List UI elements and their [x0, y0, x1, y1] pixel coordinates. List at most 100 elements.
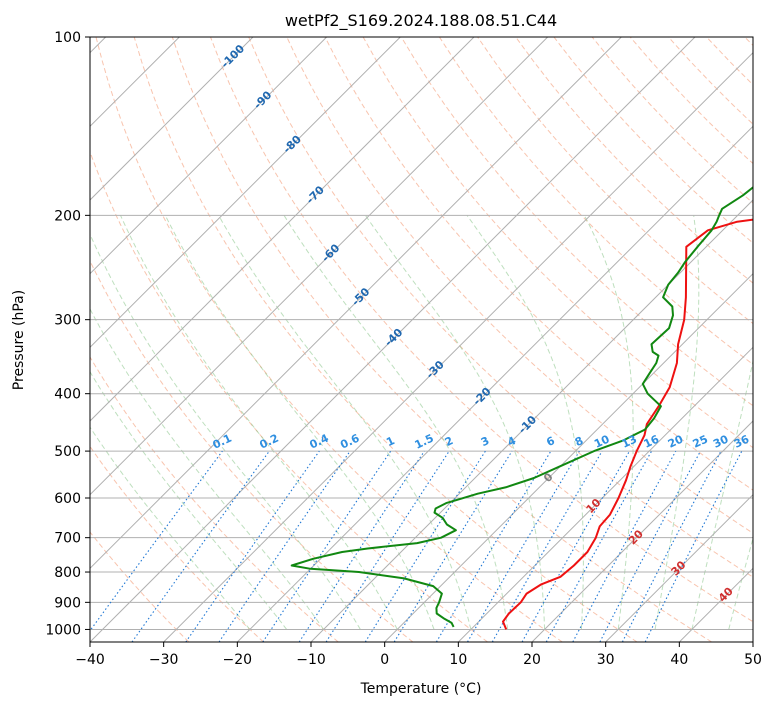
moist-adiabat-label: 10	[584, 496, 604, 516]
y-axis-ticks: 1000 900 800 700 600 500 400 300 200 100	[45, 30, 90, 638]
x-tick-label: −10	[296, 652, 326, 668]
mixing-ratio-label: 2	[443, 434, 455, 449]
mixing-ratio-label: 16	[642, 432, 662, 450]
dry-adiabat-line	[324, 37, 753, 491]
mixing-ratio-label: 0.4	[308, 431, 331, 451]
y-tick-label: 100	[54, 30, 81, 46]
mixing-ratio-line	[621, 450, 722, 642]
isotherm-line	[310, 199, 753, 642]
x-tick-label: 50	[744, 652, 762, 668]
mixing-ratio-label: 0.1	[211, 432, 234, 452]
mixing-ratio-line	[218, 450, 351, 642]
mixing-ratio-label: 0.6	[338, 431, 361, 451]
dry-adiabat-line	[668, 37, 753, 125]
mixing-ratio-line	[599, 450, 701, 642]
isotherm-line	[605, 493, 753, 642]
isotherm-label: -30	[424, 358, 447, 381]
isotherm-line	[90, 37, 328, 275]
chart-title: wetPf2_S169.2024.188.08.51.C44	[285, 11, 557, 31]
x-tick-label: −40	[75, 652, 105, 668]
x-tick-label: −30	[149, 652, 179, 668]
x-axis-label: Temperature (°C)	[360, 681, 482, 697]
mixing-ratio-line	[325, 450, 450, 642]
mixing-ratio-label: 10	[592, 432, 612, 450]
y-tick-label: 200	[54, 208, 81, 224]
mixing-ratio-line	[131, 450, 270, 642]
moist-adiabat-label: 40	[716, 584, 736, 604]
plot-frame	[89, 36, 754, 643]
mixing-ratio-label: 30	[711, 432, 731, 450]
y-tick-label: 300	[54, 313, 81, 329]
mixing-ratio-label: 0.2	[258, 432, 281, 452]
mixing-ratio-label: 8	[573, 434, 585, 449]
sounding-line	[502, 218, 753, 630]
sounding-profiles	[290, 186, 753, 630]
isobar-grid	[90, 37, 753, 630]
isotherm-line	[90, 37, 549, 496]
isotherm-line	[90, 37, 475, 422]
y-tick-label: 900	[54, 595, 81, 611]
dry-adiabat-line	[90, 445, 264, 642]
isotherm-label: -80	[281, 132, 304, 155]
mixing-ratio-line	[545, 450, 653, 642]
mixing-ratio-line	[262, 450, 392, 642]
dry-adiabat-line	[438, 37, 753, 366]
mixing-ratio-line	[298, 450, 425, 642]
dry-adiabat-line	[95, 37, 563, 642]
dry-adiabat-line	[171, 37, 712, 642]
y-tick-label: 700	[54, 531, 81, 547]
moist-adiabat-line	[90, 426, 251, 630]
y-tick-label: 1000	[45, 622, 81, 638]
mixing-ratio-line	[572, 450, 677, 642]
mixing-ratio-line	[467, 450, 580, 642]
dry-adiabat-line	[90, 150, 488, 642]
mixing-ratio-label: 25	[691, 433, 710, 451]
mixing-ratio-label: 1	[384, 434, 396, 449]
isotherm-line	[678, 567, 753, 642]
isotherm-label: -20	[470, 385, 493, 408]
isotherm-line	[90, 37, 696, 642]
plot-area	[90, 37, 753, 642]
dry-adiabat-line	[400, 37, 753, 407]
dry-adiabat-line	[133, 37, 638, 642]
isotherm-line	[90, 37, 622, 570]
moist-adiabat-line	[283, 215, 509, 630]
x-tick-label: −20	[223, 652, 253, 668]
isotherms	[90, 37, 753, 642]
moist-adiabat-line	[218, 215, 472, 630]
dry-adiabat-line	[591, 37, 753, 204]
isotherm-line	[531, 420, 753, 642]
x-axis-ticks: −40 −30 −20 −10 0 10 20 30 40 50	[75, 642, 762, 668]
mixing-ratio-lines	[90, 450, 743, 642]
isotherm-line	[384, 272, 753, 642]
isotherm-line	[752, 641, 753, 642]
sounding-line	[290, 186, 753, 628]
x-tick-label: 0	[380, 652, 389, 668]
x-tick-label: 20	[523, 652, 541, 668]
x-tick-label: 40	[670, 652, 688, 668]
isotherm-line	[90, 37, 401, 349]
dry-adiabat-line	[210, 37, 753, 623]
dry-adiabat-line	[706, 37, 753, 86]
isotherm-line	[236, 125, 753, 642]
mixing-ratio-labels: 0.1 0.2 0.4 0.6 1 1.5 2 3 4 6 8 10 13 16 20 25 30 36	[211, 431, 752, 451]
y-tick-label: 600	[54, 491, 81, 507]
x-tick-label: 30	[597, 652, 615, 668]
moist-adiabat-line	[90, 232, 361, 630]
mixing-ratio-label: 36	[732, 432, 752, 450]
moist-adiabat-line	[120, 215, 398, 630]
mixing-ratio-label: 1.5	[413, 432, 436, 452]
moist-adiabat-line	[691, 358, 753, 630]
dry-adiabats	[90, 37, 753, 642]
isotherm-line	[90, 37, 254, 201]
x-tick-label: 10	[449, 652, 467, 668]
mixing-ratio-line	[185, 450, 320, 642]
mixing-ratio-line	[491, 450, 603, 642]
mixing-ratio-line	[644, 450, 743, 642]
y-tick-label: 800	[54, 565, 81, 581]
moist-adiabats	[90, 215, 753, 630]
mixing-ratio-label: 6	[544, 434, 557, 449]
mixing-ratio-label: 13	[620, 433, 639, 451]
y-tick-label: 400	[54, 387, 81, 403]
